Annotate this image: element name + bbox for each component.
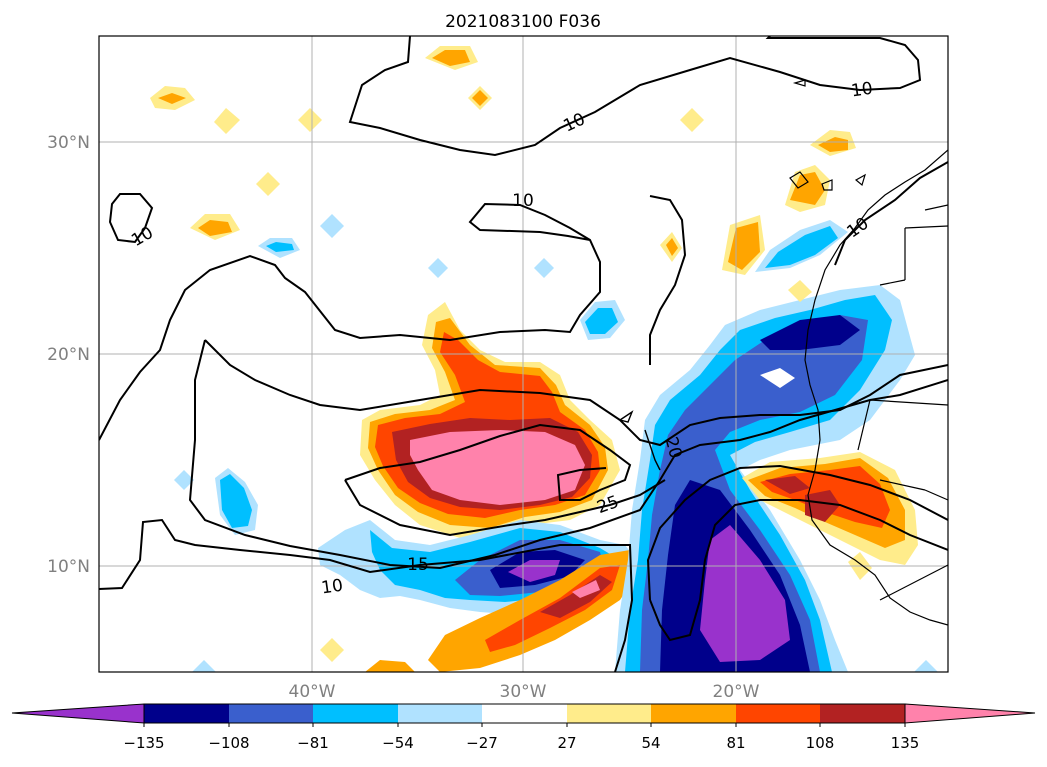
lon-label-40w: 40°W	[289, 682, 336, 702]
colorbar-tick-label: 81	[726, 734, 745, 752]
latitude-labels: 30°N 20°N 10°N	[47, 133, 90, 577]
contour-label: 10	[512, 191, 534, 211]
colorbar-tick-label: −27	[466, 734, 498, 752]
contour-lines-thin	[618, 410, 661, 471]
lat-label-30n: 30°N	[47, 133, 90, 153]
colorbar-tick-label: −54	[382, 734, 414, 752]
contour-label: 15	[407, 555, 429, 575]
colorbar-tick-label: 135	[891, 734, 920, 752]
colorbar-extend-low	[11, 703, 145, 724]
shading-layer	[150, 46, 938, 672]
colorbar-swatch	[144, 704, 229, 723]
colorbar-swatch	[567, 704, 651, 723]
lon-label-30w: 30°W	[500, 682, 547, 702]
coastline	[789, 79, 948, 626]
longitude-labels: 40°W 30°W 20°W	[289, 682, 760, 702]
map-area: 10 10 10 10 10 10 15 20 25	[99, 36, 948, 672]
lat-label-20n: 20°N	[47, 345, 90, 365]
colorbar-tick-label: 108	[806, 734, 835, 752]
colorbar-swatch	[482, 704, 567, 723]
colorbar: −135 −108 −81 −54 −27 27 54 81 108 135	[11, 703, 1036, 752]
colorbar-swatch	[736, 704, 820, 723]
gridlines	[99, 36, 948, 672]
colorbar-extend-high	[904, 703, 1036, 724]
colorbar-swatch	[398, 704, 482, 723]
lon-label-20w: 20°W	[713, 682, 760, 702]
map-frame	[98, 35, 949, 673]
colorbar-swatch	[651, 704, 736, 723]
colorbar-tick-label: 54	[641, 734, 660, 752]
colorbar-tick-label: −108	[208, 734, 249, 752]
colorbar-swatch	[820, 704, 905, 723]
colorbar-swatch	[229, 704, 313, 723]
colorbar-tick-label: −81	[297, 734, 329, 752]
contour-label: 10	[850, 79, 874, 102]
colorbar-tick-label: −135	[123, 734, 164, 752]
contour-label: 10	[320, 576, 344, 599]
map-title: 2021083100 F036	[445, 12, 601, 32]
lat-label-10n: 10°N	[47, 557, 90, 577]
colorbar-tick-label: 27	[557, 734, 576, 752]
colorbar-swatch	[313, 704, 398, 723]
